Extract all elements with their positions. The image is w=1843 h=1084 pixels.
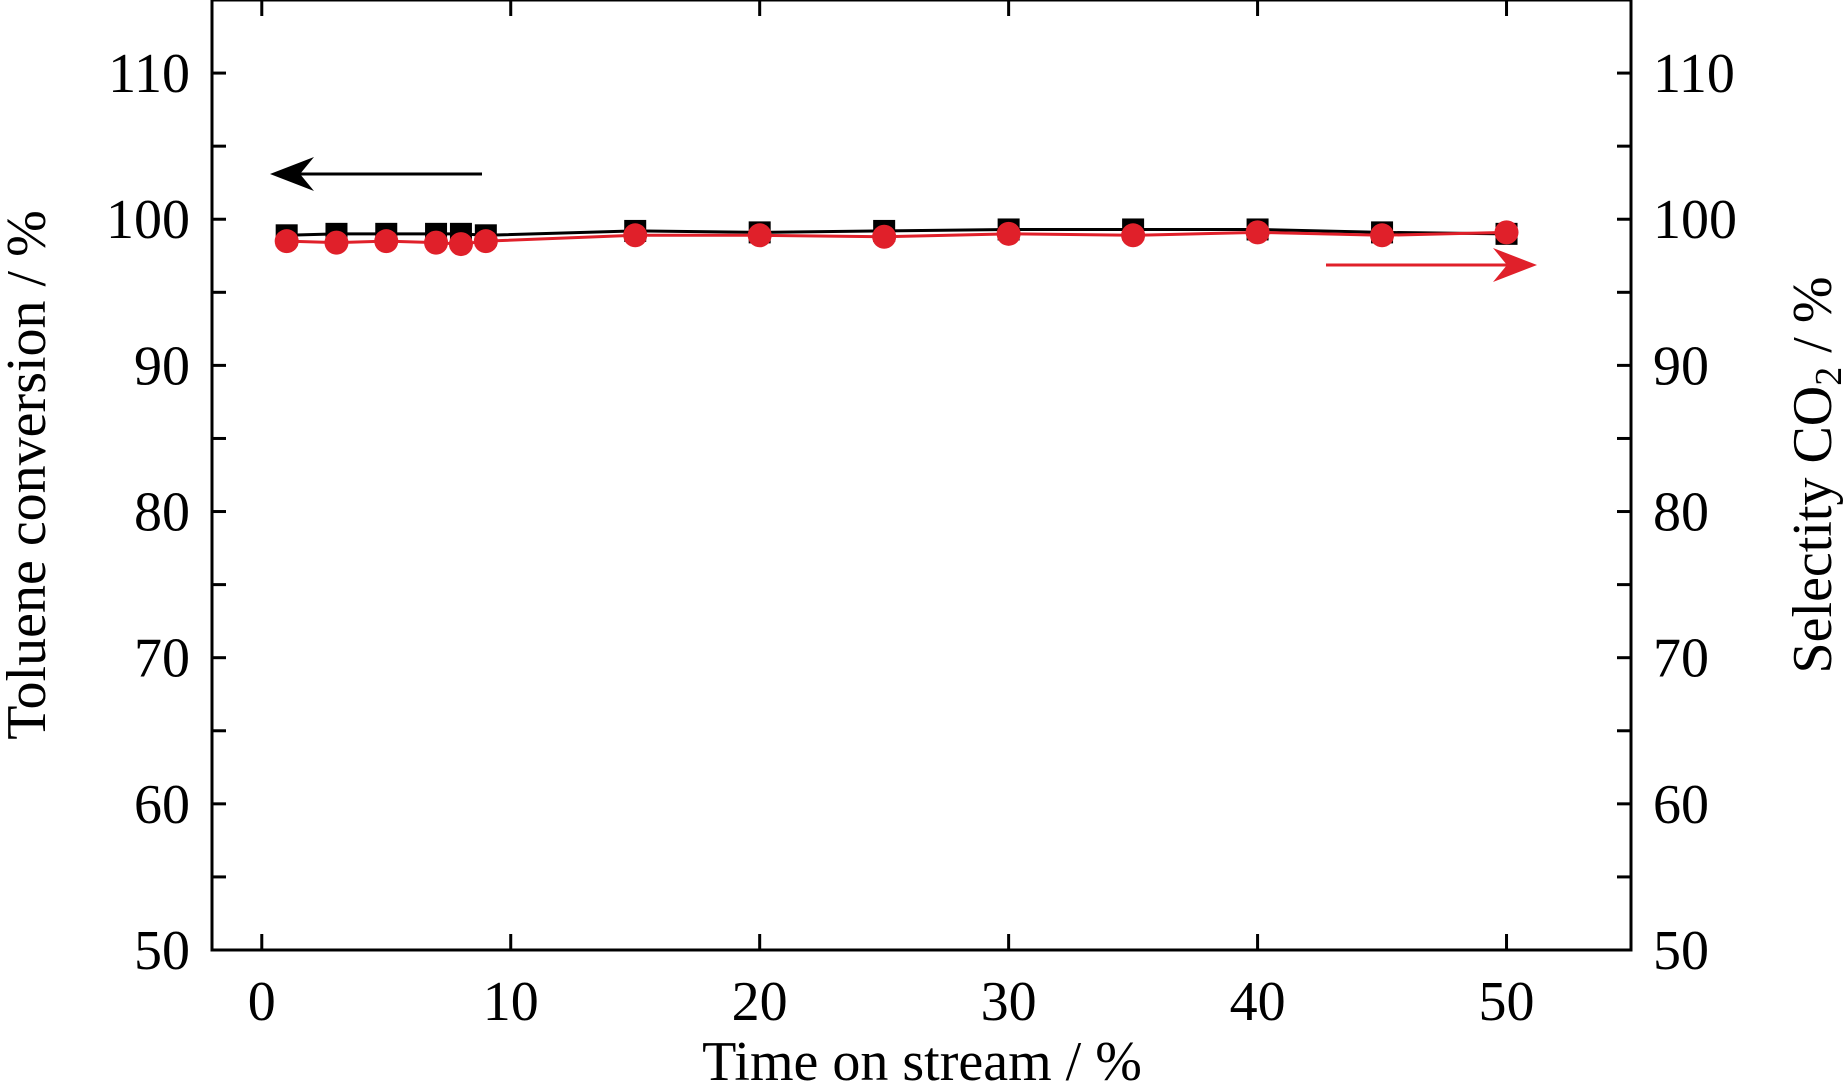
x-tick-label: 40 <box>1230 971 1286 1033</box>
left-y-tick-label: 90 <box>134 335 190 397</box>
plot-frame <box>210 0 1633 952</box>
left-y-tick-label: 80 <box>134 482 190 544</box>
data-point-circle <box>1121 223 1146 248</box>
data-point-circle <box>1494 220 1519 245</box>
right-y-axis-title: Selectity CO2 / % <box>1782 277 1843 674</box>
data-point-circle <box>424 230 449 255</box>
right-y-tick-label: 80 <box>1653 482 1709 544</box>
data-point-circle <box>996 221 1021 246</box>
x-tick-label: 20 <box>732 971 788 1033</box>
left-y-tick-label: 70 <box>134 628 190 690</box>
right-series-arrow <box>1326 248 1537 282</box>
right-y-axis-ticks: 50 60 70 80 90 100 110 <box>1617 0 1737 982</box>
right-y-tick-label: 60 <box>1653 774 1709 836</box>
right-y-tick-label: 100 <box>1653 189 1737 251</box>
x-tick-label: 50 <box>1479 971 1535 1033</box>
data-point-circle <box>448 232 473 257</box>
series-2 <box>274 220 1519 257</box>
data-point-circle <box>1245 220 1270 245</box>
x-tick-label: 10 <box>483 971 539 1033</box>
left-y-tick-label: 50 <box>134 920 190 982</box>
data-point-circle <box>872 224 897 249</box>
data-point-circle <box>473 229 498 254</box>
left-y-tick-label: 100 <box>106 189 190 251</box>
left-y-axis-ticks: 50 60 70 80 90 100 110 <box>106 0 226 982</box>
x-tick-label: 0 <box>248 971 276 1033</box>
data-point-circle <box>324 230 349 255</box>
left-y-tick-label: 110 <box>108 43 190 105</box>
right-y-tick-label: 50 <box>1653 920 1709 982</box>
data-point-circle <box>747 223 772 248</box>
x-axis-ticks: 0 10 20 30 40 50 <box>248 0 1535 1033</box>
right-y-axis-title-subscript: 2 <box>1808 367 1843 386</box>
right-y-axis-title-main: Selectity CO <box>1782 386 1843 674</box>
x-tick-label: 30 <box>981 971 1037 1033</box>
data-point-circle <box>374 229 399 254</box>
data-point-circle <box>623 223 648 248</box>
series-layer <box>274 218 1519 257</box>
right-y-tick-label: 90 <box>1653 335 1709 397</box>
left-series-arrow <box>270 157 482 191</box>
right-y-axis-title-unit: / % <box>1782 277 1843 367</box>
right-y-tick-label: 70 <box>1653 628 1709 690</box>
data-point-circle <box>1370 223 1395 248</box>
right-y-tick-label: 110 <box>1653 43 1735 105</box>
left-y-axis-title: Toluene conversion / % <box>0 210 58 739</box>
left-y-tick-label: 60 <box>134 774 190 836</box>
data-point-circle <box>274 229 299 254</box>
x-axis-title: Time on stream / % <box>702 1031 1142 1084</box>
